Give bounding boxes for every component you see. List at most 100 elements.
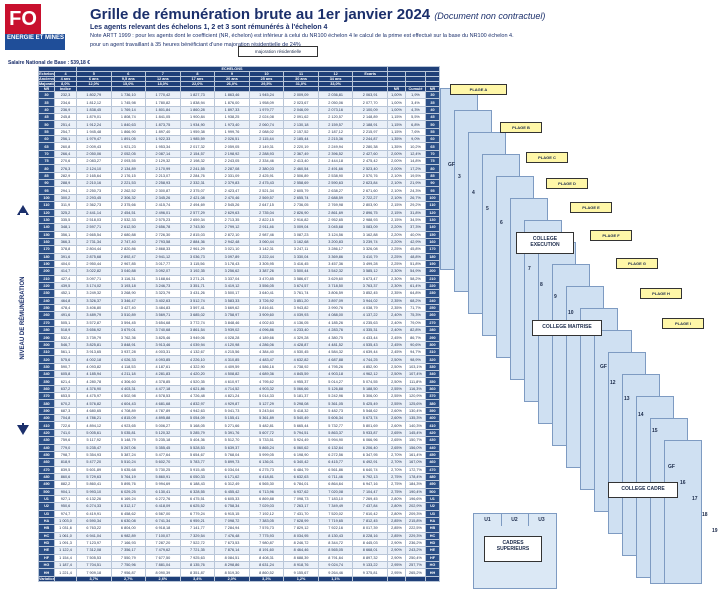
table-row: 120 325,2 2 441,14 2 454,51 2 496,01 2 577,29…: [38, 208, 441, 217]
table-row: 380 670,2 4 576,82 4 604,43 4 681,68 4 832,97…: [38, 399, 441, 408]
page-title: Grille de rémunération brute au 1er janv…: [90, 6, 545, 23]
value-cell: 2 165,64: [76, 171, 112, 181]
nr-cell: 220: [38, 281, 55, 291]
value-cell: 68,2%: [404, 296, 426, 305]
value-cell: 3 116,31: [110, 274, 147, 283]
value-cell: 10,2%: [404, 142, 426, 151]
value-cell: 5 860,91: [145, 472, 181, 482]
fo-logo: FO ENERGIE ET MINES: [5, 4, 65, 50]
nr-cell: 80: [38, 164, 55, 173]
value-cell: 1 838,45: [76, 105, 112, 115]
value-cell: 4 483,47: [248, 355, 285, 364]
nr-cell: HC: [38, 531, 55, 540]
value-cell: 2 154,57: [179, 149, 216, 159]
value-cell: 2 421,08: [179, 193, 216, 203]
value-cell: 2 892,47: [110, 252, 147, 261]
nr-cell: 130: [424, 215, 441, 225]
value-cell: 2 187,12: [317, 127, 354, 137]
value-cell: 6 869,88: [248, 494, 285, 504]
value-cell: 4 280,78: [76, 377, 112, 386]
indice-cell: 722,6: [54, 421, 77, 430]
value-cell: 7 029,03: [248, 502, 285, 511]
nr-cell: 300: [38, 340, 55, 350]
value-cell: 3 124,56: [317, 230, 354, 239]
value-cell: 2 967,85: [110, 259, 147, 269]
value-cell: 5,5%: [404, 113, 426, 122]
nr-cell: 420: [424, 428, 441, 438]
value-cell: 5 733,51: [248, 436, 285, 445]
nr-cell: 470: [424, 465, 441, 474]
indice-cell: 1 031,6: [54, 524, 77, 533]
value-cell: 3 115,56: [179, 259, 216, 269]
value-cell: 2,10%: [386, 171, 406, 181]
indice-cell: 561,1: [54, 348, 77, 357]
value-cell: 4 929,87: [214, 399, 250, 408]
indice-cell: 1 154,4: [54, 553, 77, 563]
value-cell: 5 477,64: [145, 450, 181, 460]
value-cell: 7 829,12: [283, 524, 319, 533]
value-cell: 4 093,85: [145, 355, 181, 364]
value-cell: 2,10%: [386, 179, 406, 188]
value-cell: 2 188,91: [352, 120, 388, 129]
value-cell: 7 098,72: [214, 516, 250, 526]
value-cell: 2,55%: [386, 392, 406, 401]
value-cell: 2 063,91: [352, 90, 388, 100]
nr-cell: 170: [38, 245, 55, 254]
table-row: U1 927,1 6 132,26 6 169,24 6 272,76 6 475,51 6…: [38, 494, 441, 504]
value-cell: 2,45%: [386, 348, 406, 357]
table-row: 85 282,9 2 165,64 2 176,15 2 213,07 2 284,76 2…: [38, 171, 441, 181]
value-cell: 2 250,73: [76, 186, 112, 195]
value-cell: 75,3%: [404, 311, 426, 320]
value-cell: 7 312,08: [76, 546, 112, 555]
value-cell: 2,40%: [386, 318, 406, 328]
value-cell: 5 361,89: [248, 414, 285, 423]
value-cell: 2 210,16: [76, 179, 112, 188]
table-row: 490 882,2 5 860,41 5 895,76 5 994,69 6 188,43…: [38, 480, 441, 489]
value-cell: 9 264,46: [317, 568, 354, 577]
value-cell: 5 601,89: [76, 465, 112, 474]
table-row: 260 491,6 3 489,79 3 510,89 3 569,71 3 685,02…: [38, 311, 441, 320]
indice-cell: 335,5: [54, 215, 77, 225]
value-cell: 202,9%: [404, 502, 426, 511]
plage-label: PLAGE I: [662, 318, 704, 329]
value-cell: 7 909,18: [76, 568, 112, 577]
value-cell: 6 272,76: [145, 494, 181, 504]
value-cell: 2 124,10: [76, 164, 112, 173]
nr-cell: U1: [424, 494, 441, 504]
value-cell: 6 130,41: [145, 487, 181, 496]
table-row: 420 741,0 5 005,61 5 035,81 5 120,32 5 285,79…: [38, 428, 441, 438]
indice-cell: 245,8: [54, 113, 77, 122]
value-cell: 4 576,82: [76, 399, 112, 408]
value-cell: 2 087,14: [145, 149, 181, 159]
nr-cell: 280: [38, 325, 55, 335]
value-cell: 3 594,45: [110, 318, 147, 328]
nr-cell: 330: [38, 362, 55, 372]
value-cell: 4 028,28: [214, 333, 250, 342]
table-row: 180 391,6 2 875,68 2 892,47 2 941,12 3 036,73…: [38, 252, 441, 261]
table-row: 130 335,5 2 518,03 2 532,33 2 575,23 2 659,34…: [38, 215, 441, 225]
value-cell: 3 305,95: [248, 259, 285, 269]
value-cell: 2 961,29: [179, 245, 216, 254]
value-cell: 4 185,94: [76, 370, 112, 379]
indice-cell: 1 187,4: [54, 560, 77, 570]
value-cell: 3 806,59: [317, 289, 354, 298]
value-cell: 2,30%: [386, 274, 406, 283]
value-cell: 2 129,32: [145, 157, 181, 166]
nr-cell: 140: [424, 223, 441, 232]
value-cell: 6 741,34: [145, 516, 181, 526]
value-cell: 2,15%: [386, 208, 406, 217]
value-cell: 2,30%: [386, 281, 406, 291]
indice-cell: 759,6: [54, 436, 77, 445]
value-cell: 2 073,16: [317, 105, 354, 115]
table-row: 410 722,6 4 894,12 4 923,65 5 006,27 5 168,05…: [38, 421, 441, 430]
value-cell: 1 953,34: [145, 142, 181, 151]
value-cell: 3 499,28: [352, 259, 388, 269]
value-cell: 3 249,32: [76, 289, 112, 298]
table-row: HD 1 091,3 7 123,97 7 166,93 7 287,20 7 522,7…: [38, 538, 441, 548]
value-cell: 2 059,05: [214, 142, 250, 151]
nr-cell: 430: [424, 436, 441, 445]
value-cell: 3 585,12: [352, 267, 388, 276]
value-cell: 2 050,06: [317, 98, 354, 107]
value-cell: 7 876,14: [214, 546, 250, 555]
nr-cell: 60: [38, 135, 55, 144]
